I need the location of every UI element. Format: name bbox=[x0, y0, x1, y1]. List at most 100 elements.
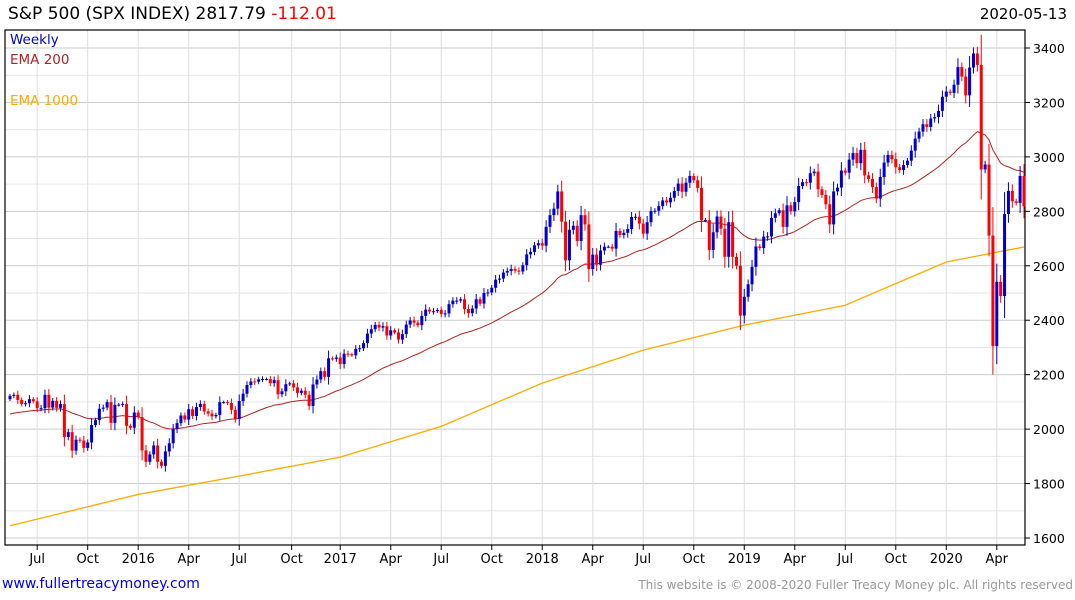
candle bbox=[90, 418, 94, 450]
candle-body bbox=[1010, 190, 1014, 202]
candle-body bbox=[785, 205, 789, 227]
candle bbox=[66, 428, 70, 441]
candle-body bbox=[952, 84, 956, 93]
candle bbox=[513, 266, 517, 274]
candle bbox=[564, 210, 568, 272]
candle bbox=[622, 229, 626, 239]
candle bbox=[960, 62, 964, 82]
candle-body bbox=[723, 228, 727, 257]
candle bbox=[575, 220, 579, 247]
candle-body bbox=[31, 399, 35, 402]
candle bbox=[917, 127, 921, 143]
candle bbox=[715, 210, 719, 239]
candle bbox=[867, 171, 871, 183]
candle bbox=[218, 396, 222, 421]
candle-body bbox=[179, 415, 183, 424]
x-tick-label: 2020 bbox=[930, 552, 963, 567]
candle-body bbox=[513, 269, 517, 271]
candle-body bbox=[540, 243, 544, 246]
candle-body bbox=[218, 402, 222, 415]
candle-body bbox=[354, 348, 358, 356]
candle bbox=[661, 197, 665, 210]
candle-body bbox=[226, 402, 230, 404]
candle-body bbox=[727, 222, 731, 257]
candle-body bbox=[393, 330, 397, 333]
candle bbox=[1014, 198, 1018, 206]
x-tick-label: Oct bbox=[683, 552, 705, 567]
candle bbox=[268, 375, 272, 387]
candle bbox=[307, 390, 311, 410]
candle-body bbox=[187, 409, 191, 420]
candle-body bbox=[738, 265, 742, 316]
x-tick-label: 2018 bbox=[526, 552, 559, 567]
candle bbox=[261, 376, 265, 383]
candle-body bbox=[148, 454, 152, 462]
candle bbox=[288, 381, 292, 387]
candle-body bbox=[268, 379, 272, 384]
candle-body bbox=[451, 300, 455, 305]
candle-body bbox=[933, 117, 937, 119]
candle bbox=[478, 296, 482, 307]
candle-body bbox=[890, 154, 894, 160]
candle bbox=[389, 326, 393, 340]
site-link[interactable]: www.fullertreacymoney.com bbox=[2, 576, 200, 592]
candle bbox=[591, 248, 595, 276]
candle-body bbox=[206, 411, 210, 414]
candle-body bbox=[140, 417, 144, 451]
candle-body bbox=[781, 210, 785, 227]
candle-body bbox=[839, 170, 843, 188]
candle-body bbox=[350, 354, 354, 356]
x-tick-label: 2016 bbox=[122, 552, 155, 567]
candle-body bbox=[750, 266, 754, 285]
candle bbox=[27, 395, 31, 408]
candle bbox=[859, 142, 863, 171]
candle-body bbox=[940, 96, 944, 111]
candle bbox=[1018, 165, 1022, 213]
candle-body bbox=[501, 272, 505, 279]
candle-body bbox=[447, 304, 451, 314]
candle-body bbox=[486, 292, 490, 294]
candle bbox=[295, 382, 299, 398]
candle-body bbox=[610, 246, 614, 249]
candle bbox=[1010, 184, 1014, 208]
candle bbox=[404, 320, 408, 339]
candle-body bbox=[482, 293, 486, 304]
ema1000-line bbox=[9, 246, 1025, 527]
candle-body bbox=[602, 246, 606, 251]
candle-body bbox=[233, 409, 237, 420]
candle-body bbox=[971, 53, 975, 68]
candle bbox=[1003, 192, 1007, 318]
candle bbox=[101, 404, 105, 412]
candle bbox=[556, 184, 560, 216]
candle-body bbox=[626, 229, 630, 233]
candle-body bbox=[342, 353, 346, 365]
x-tick-label: Oct bbox=[885, 552, 907, 567]
candle bbox=[937, 104, 941, 124]
candle-body bbox=[1006, 190, 1010, 215]
candle bbox=[820, 186, 824, 199]
candle-body bbox=[956, 67, 960, 85]
candle bbox=[346, 350, 350, 358]
candle-body bbox=[672, 190, 676, 198]
candle-body bbox=[428, 309, 432, 312]
candle bbox=[408, 316, 412, 329]
candle-body bbox=[808, 173, 812, 183]
candle-body bbox=[595, 254, 599, 265]
candle-body bbox=[62, 404, 66, 438]
candle-body bbox=[51, 400, 55, 408]
candle-body bbox=[870, 178, 874, 188]
candle bbox=[560, 180, 564, 233]
candle bbox=[70, 424, 74, 458]
candle bbox=[851, 146, 855, 166]
candle-body bbox=[657, 206, 661, 211]
candle bbox=[144, 445, 148, 468]
candle-body bbox=[944, 91, 948, 97]
candle-body bbox=[292, 383, 296, 388]
y-tick-label: 1600 bbox=[1033, 531, 1065, 546]
candle-body bbox=[253, 381, 257, 383]
candle-body bbox=[1018, 175, 1022, 203]
candle-body bbox=[937, 110, 941, 118]
candle bbox=[785, 196, 789, 236]
candle-body bbox=[24, 403, 28, 405]
candle-body bbox=[385, 326, 389, 336]
